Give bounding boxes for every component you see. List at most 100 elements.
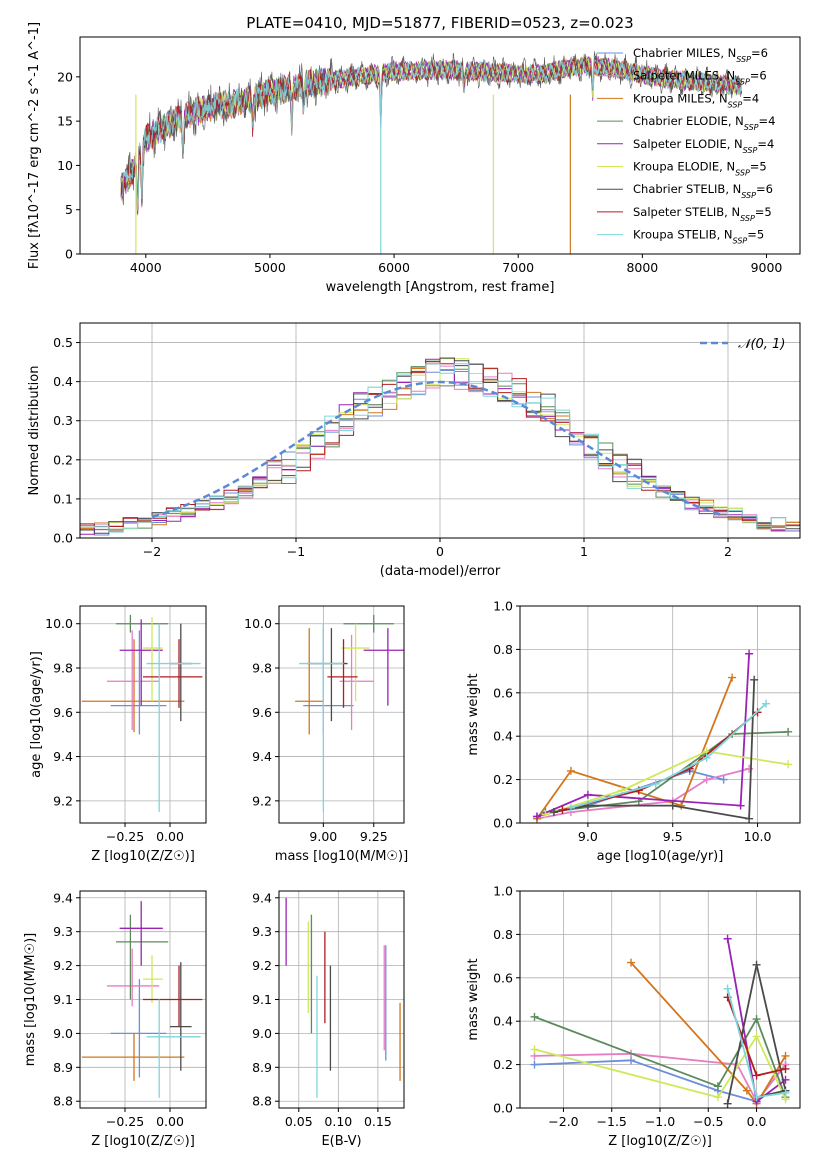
weight-marker xyxy=(745,649,754,658)
y-tick-label: 8.9 xyxy=(252,1060,272,1075)
weight-marker xyxy=(651,779,660,788)
x-tick-label: 0 xyxy=(436,544,444,559)
y-tick-label: 0.0 xyxy=(53,531,73,546)
y-tick-label: 0.1 xyxy=(53,491,73,506)
weight-marker xyxy=(566,766,575,775)
y-tick-label: 0.8 xyxy=(493,642,513,657)
weight-marker xyxy=(713,1093,722,1102)
weight-marker xyxy=(752,1015,761,1024)
y-tick-label: 0.4 xyxy=(53,374,73,389)
weight-series-line xyxy=(545,750,789,816)
x-tick-label: 7000 xyxy=(502,260,534,275)
x-tick-label: −0.5 xyxy=(693,1114,723,1129)
legend-label: Chabrier ELODIE, NSSP=4 xyxy=(633,114,775,132)
x-tick-label: 0.10 xyxy=(324,1114,352,1129)
weight-marker xyxy=(583,790,592,799)
x-tick-label: −1.5 xyxy=(597,1114,627,1129)
plot-frame xyxy=(278,890,405,1109)
figure-title: PLATE=0410, MJD=51877, FIBERID=0523, z=0… xyxy=(246,14,633,32)
x-tick-label: 9.5 xyxy=(663,829,683,844)
x-tick-label: −2.0 xyxy=(548,1114,578,1129)
x-tick-label: −2 xyxy=(143,544,161,559)
weight-marker xyxy=(530,1012,539,1021)
y-axis-label: Normed distribution xyxy=(27,366,42,496)
y-tick-label: 0.2 xyxy=(493,772,513,787)
x-tick-label: 10.0 xyxy=(744,829,772,844)
y-tick-label: 9.3 xyxy=(53,924,73,939)
spectrum-series-line xyxy=(120,58,743,211)
y-tick-label: 5 xyxy=(65,202,73,217)
plot-frame xyxy=(519,890,801,1109)
legend-label: Kroupa MILES, NSSP=4 xyxy=(633,91,759,109)
x-axis-label: wavelength [Angstrom, rest frame] xyxy=(326,280,555,295)
y-axis-label: mass weight xyxy=(466,673,481,755)
weight-series-line xyxy=(545,731,789,813)
weight-marker xyxy=(530,1045,539,1054)
x-axis-label: mass [log10(M/M☉)] xyxy=(275,849,408,864)
y-tick-label: 9.4 xyxy=(53,749,73,764)
legend-label: Salpeter ELODIE, NSSP=4 xyxy=(633,137,774,155)
x-tick-label: 0.15 xyxy=(364,1114,392,1129)
weight-marker xyxy=(750,675,759,684)
x-tick-label: 0.05 xyxy=(285,1114,313,1129)
y-tick-label: 9.1 xyxy=(252,992,272,1007)
x-tick-label: −0.25 xyxy=(106,829,144,844)
x-tick-label: 2 xyxy=(724,544,732,559)
legend-label: Chabrier MILES, NSSP=6 xyxy=(633,46,768,64)
y-tick-label: 9.2 xyxy=(252,793,272,808)
y-tick-label: 8.8 xyxy=(252,1094,272,1109)
y-tick-label: 9.8 xyxy=(53,661,73,676)
x-tick-label: 5000 xyxy=(254,260,286,275)
weight-marker xyxy=(742,1086,751,1095)
weight-marker xyxy=(736,801,745,810)
y-axis-label: age [log10(age/yr)] xyxy=(29,651,44,778)
y-tick-label: 15 xyxy=(57,114,73,129)
weight-marker xyxy=(566,803,575,812)
y-tick-label: 0.2 xyxy=(53,452,73,467)
y-tick-label: 8.9 xyxy=(53,1060,73,1075)
weight-vs-metallicity-panel: −2.0 −1.5 −1.0 −0.5 0.0 0.0 0.2 0.4 0.6 0.8 1.0 Z [… xyxy=(466,884,801,1149)
y-tick-label: 20 xyxy=(57,69,73,84)
x-tick-label: 4000 xyxy=(130,260,162,275)
y-axis-label: mass weight xyxy=(466,958,481,1040)
x-axis-label: E(B-V) xyxy=(321,1134,361,1149)
y-tick-label: 0.5 xyxy=(53,335,73,350)
weight-marker xyxy=(784,760,793,769)
x-tick-label: 0.0 xyxy=(747,1114,767,1129)
y-tick-label: 9.2 xyxy=(252,958,272,973)
weight-marker xyxy=(719,775,728,784)
weight-marker xyxy=(781,1064,790,1073)
weight-marker xyxy=(702,753,711,762)
weight-marker xyxy=(745,814,754,823)
plot-frame xyxy=(79,605,207,824)
x-tick-label: 9.0 xyxy=(578,829,598,844)
x-tick-label: 9.00 xyxy=(309,829,337,844)
y-tick-label: 9.6 xyxy=(53,705,73,720)
y-tick-label: 0.0 xyxy=(493,816,513,831)
y-tick-label: 9.4 xyxy=(252,749,272,764)
y-tick-label: 1.0 xyxy=(493,884,513,899)
weight-lines xyxy=(530,934,790,1108)
histogram-step xyxy=(80,361,800,529)
normal-curve xyxy=(151,380,722,519)
weight-marker xyxy=(558,805,567,814)
x-tick-label: 1 xyxy=(580,544,588,559)
errorbar-group xyxy=(81,614,203,812)
x-axis-label: Z [log10(Z/Z☉)] xyxy=(91,1134,195,1149)
weight-series-line xyxy=(570,702,767,809)
mass-vs-ebv-panel: 0.05 0.10 0.15 8.8 8.9 9.0 9.1 9.2 9.3 9.4 E(B-V) xyxy=(252,890,405,1149)
weight-vs-age-panel: 9.0 9.5 10.0 0.0 0.2 0.4 0.6 0.8 1.0 age [log10(a… xyxy=(466,599,801,864)
y-tick-label: 9.4 xyxy=(53,890,73,905)
weight-marker xyxy=(677,801,686,810)
legend-label: Chabrier STELIB, NSSP=6 xyxy=(633,182,773,200)
errorbar-group xyxy=(285,897,401,1098)
y-tick-label: 9.3 xyxy=(252,924,272,939)
weight-marker xyxy=(668,801,677,810)
histogram-step xyxy=(80,357,800,534)
y-tick-label: 9.0 xyxy=(53,1026,73,1041)
weight-marker xyxy=(762,699,771,708)
weight-series-line xyxy=(534,1034,787,1100)
weight-series-line xyxy=(630,961,787,1106)
weight-marker xyxy=(713,1082,722,1091)
